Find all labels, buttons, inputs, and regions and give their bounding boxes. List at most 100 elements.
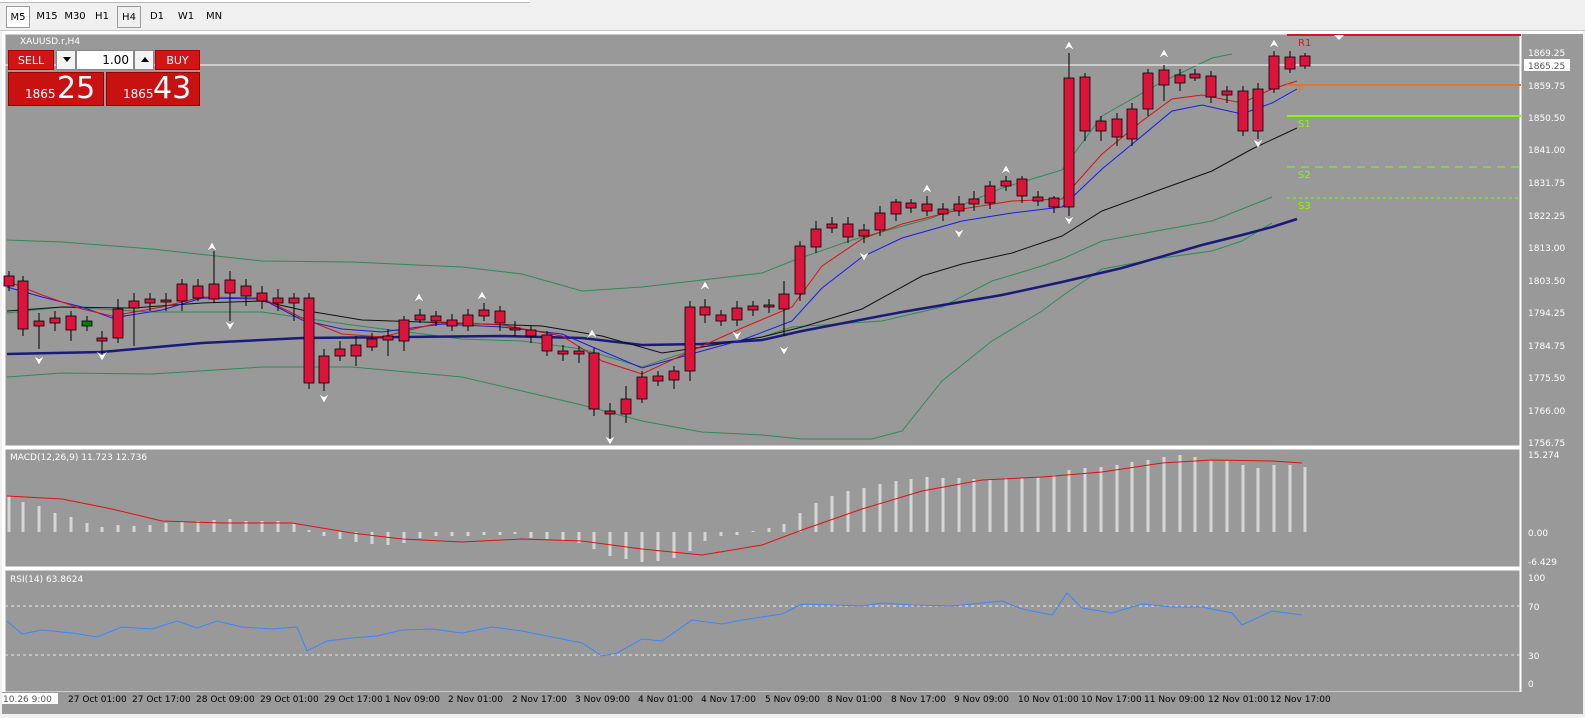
- macd-histogram-bar: [370, 532, 374, 544]
- macd-histogram-bar: [592, 532, 596, 549]
- tf-mn-button[interactable]: MN: [205, 11, 223, 22]
- price-label: 1813.00: [1528, 244, 1565, 254]
- one-click-trading-panel: SELL 1.00 BUY 1865 25 1865 43: [8, 50, 202, 106]
- macd-histogram-bar: [69, 517, 73, 532]
- candle-body: [272, 297, 284, 304]
- candle-body: [905, 202, 917, 209]
- fractal-up-marker: [1063, 40, 1075, 51]
- macd-signal-line: [6, 459, 1303, 556]
- candle-body: [1095, 120, 1107, 132]
- macd-histogram-bar: [1020, 478, 1024, 532]
- time-label: 11 Nov 09:00: [1144, 695, 1205, 705]
- candle-body: [1032, 196, 1044, 202]
- candle-body: [1237, 90, 1249, 132]
- tf-d1-button[interactable]: D1: [149, 11, 165, 22]
- time-label: 8 Nov 01:00: [827, 695, 882, 705]
- tf-m5-button[interactable]: M5: [6, 6, 30, 28]
- macd-histogram-bar: [1272, 465, 1276, 532]
- fractal-up-marker: [1268, 38, 1280, 49]
- candle-body: [398, 319, 410, 342]
- macd-histogram-bar: [1288, 465, 1292, 532]
- candle-body: [288, 297, 300, 304]
- chart-window[interactable]: R1 P S1 S2 S3 XAUUSD.r,H4 1869.25 1865.2…: [2, 31, 1583, 714]
- candle-body: [715, 314, 727, 322]
- price-label: 1756.75: [1528, 439, 1565, 449]
- macd-histogram-bar: [814, 503, 818, 532]
- candle-body: [1174, 74, 1186, 84]
- macd-histogram-bar: [513, 532, 517, 534]
- time-label: 8 Nov 17:00: [891, 695, 946, 705]
- candle-body: [747, 305, 759, 311]
- rsi-label: RSI(14) 63.8624: [10, 575, 83, 585]
- lot-decrease-button[interactable]: [56, 50, 76, 70]
- price-label: 1841.00: [1528, 146, 1565, 156]
- pivot-s3-label: S3: [1298, 201, 1311, 212]
- price-axis[interactable]: [1521, 34, 1583, 692]
- tf-m30-button[interactable]: M30: [64, 11, 86, 22]
- price-label: 1831.75: [1528, 179, 1565, 189]
- candle-body: [17, 280, 29, 330]
- fractal-down-marker: [604, 435, 616, 446]
- lot-size-input[interactable]: 1.00: [76, 50, 134, 70]
- price-label: 1794.25: [1528, 309, 1565, 319]
- tf-w1-button[interactable]: W1: [177, 11, 195, 22]
- tf-h1-button[interactable]: H1: [95, 11, 109, 22]
- macd-histogram-bar: [1052, 475, 1056, 532]
- bid-price-prefix: 1865: [25, 87, 56, 101]
- candle-body: [684, 306, 696, 372]
- macd-histogram-bar: [751, 531, 755, 532]
- macd-histogram-bar: [1130, 462, 1134, 532]
- time-label: 10 Nov 17:00: [1081, 695, 1142, 705]
- candle-body: [462, 314, 474, 327]
- macd-histogram-bar: [244, 521, 248, 532]
- candle-body: [937, 208, 949, 215]
- candle-body: [1221, 90, 1233, 96]
- macd-panel[interactable]: [4, 448, 1521, 568]
- macd-histogram-bar: [386, 532, 390, 545]
- candle-body: [953, 203, 965, 212]
- macd-histogram-bar: [276, 521, 280, 532]
- fractal-down-marker: [953, 228, 965, 239]
- macd-histogram-bar: [1146, 460, 1150, 532]
- rsi-axis-label: 100: [1528, 574, 1545, 584]
- fractal-down-marker: [96, 351, 108, 362]
- macd-histogram-bar: [972, 479, 976, 532]
- main-price-panel[interactable]: [4, 33, 1521, 447]
- candle-body: [984, 185, 996, 204]
- time-label: 29 Oct 17:00: [324, 695, 383, 705]
- macd-histogram-bar: [228, 519, 232, 532]
- candle-body: [128, 300, 140, 309]
- macd-histogram-bar: [561, 532, 565, 541]
- tf-m15-button[interactable]: M15: [36, 11, 58, 22]
- candle-body: [509, 327, 521, 331]
- candle-body: [224, 279, 236, 294]
- pivot-s2-label: S2: [1298, 170, 1311, 181]
- macd-histogram-bar: [37, 506, 41, 532]
- candle-body: [1079, 76, 1091, 132]
- macd-histogram-bar: [925, 477, 929, 532]
- candle-body: [1284, 56, 1296, 70]
- candle-body: [478, 309, 490, 317]
- time-axis[interactable]: [2, 692, 1583, 714]
- tf-h4-button[interactable]: H4: [117, 6, 141, 28]
- candle-body: [318, 355, 330, 384]
- pivot-p-label: P: [1298, 85, 1304, 96]
- lot-increase-button[interactable]: [134, 50, 154, 70]
- time-cursor-box: [2, 693, 58, 704]
- candle-body: [192, 285, 204, 299]
- macd-histogram-bar: [1036, 477, 1040, 532]
- bid-price-button[interactable]: 1865 25: [8, 71, 104, 106]
- chart-canvas[interactable]: R1 P S1 S2 S3 XAUUSD.r,H4 1869.25 1865.2…: [2, 31, 1583, 714]
- macd-histogram-bar: [909, 479, 913, 532]
- macd-histogram-bar: [1256, 468, 1260, 532]
- buy-button[interactable]: BUY: [155, 50, 200, 70]
- rsi-line: [6, 592, 1303, 657]
- macd-histogram-bar: [307, 530, 311, 532]
- ma-slow-navy: [6, 217, 1298, 356]
- rsi-panel[interactable]: [4, 569, 1521, 693]
- ask-price-button[interactable]: 1865 43: [106, 71, 200, 106]
- candle-body: [1048, 197, 1060, 208]
- sell-button[interactable]: SELL: [8, 50, 54, 70]
- chart-shift-marker[interactable]: [1334, 35, 1344, 40]
- time-label: 2 Nov 17:00: [512, 695, 567, 705]
